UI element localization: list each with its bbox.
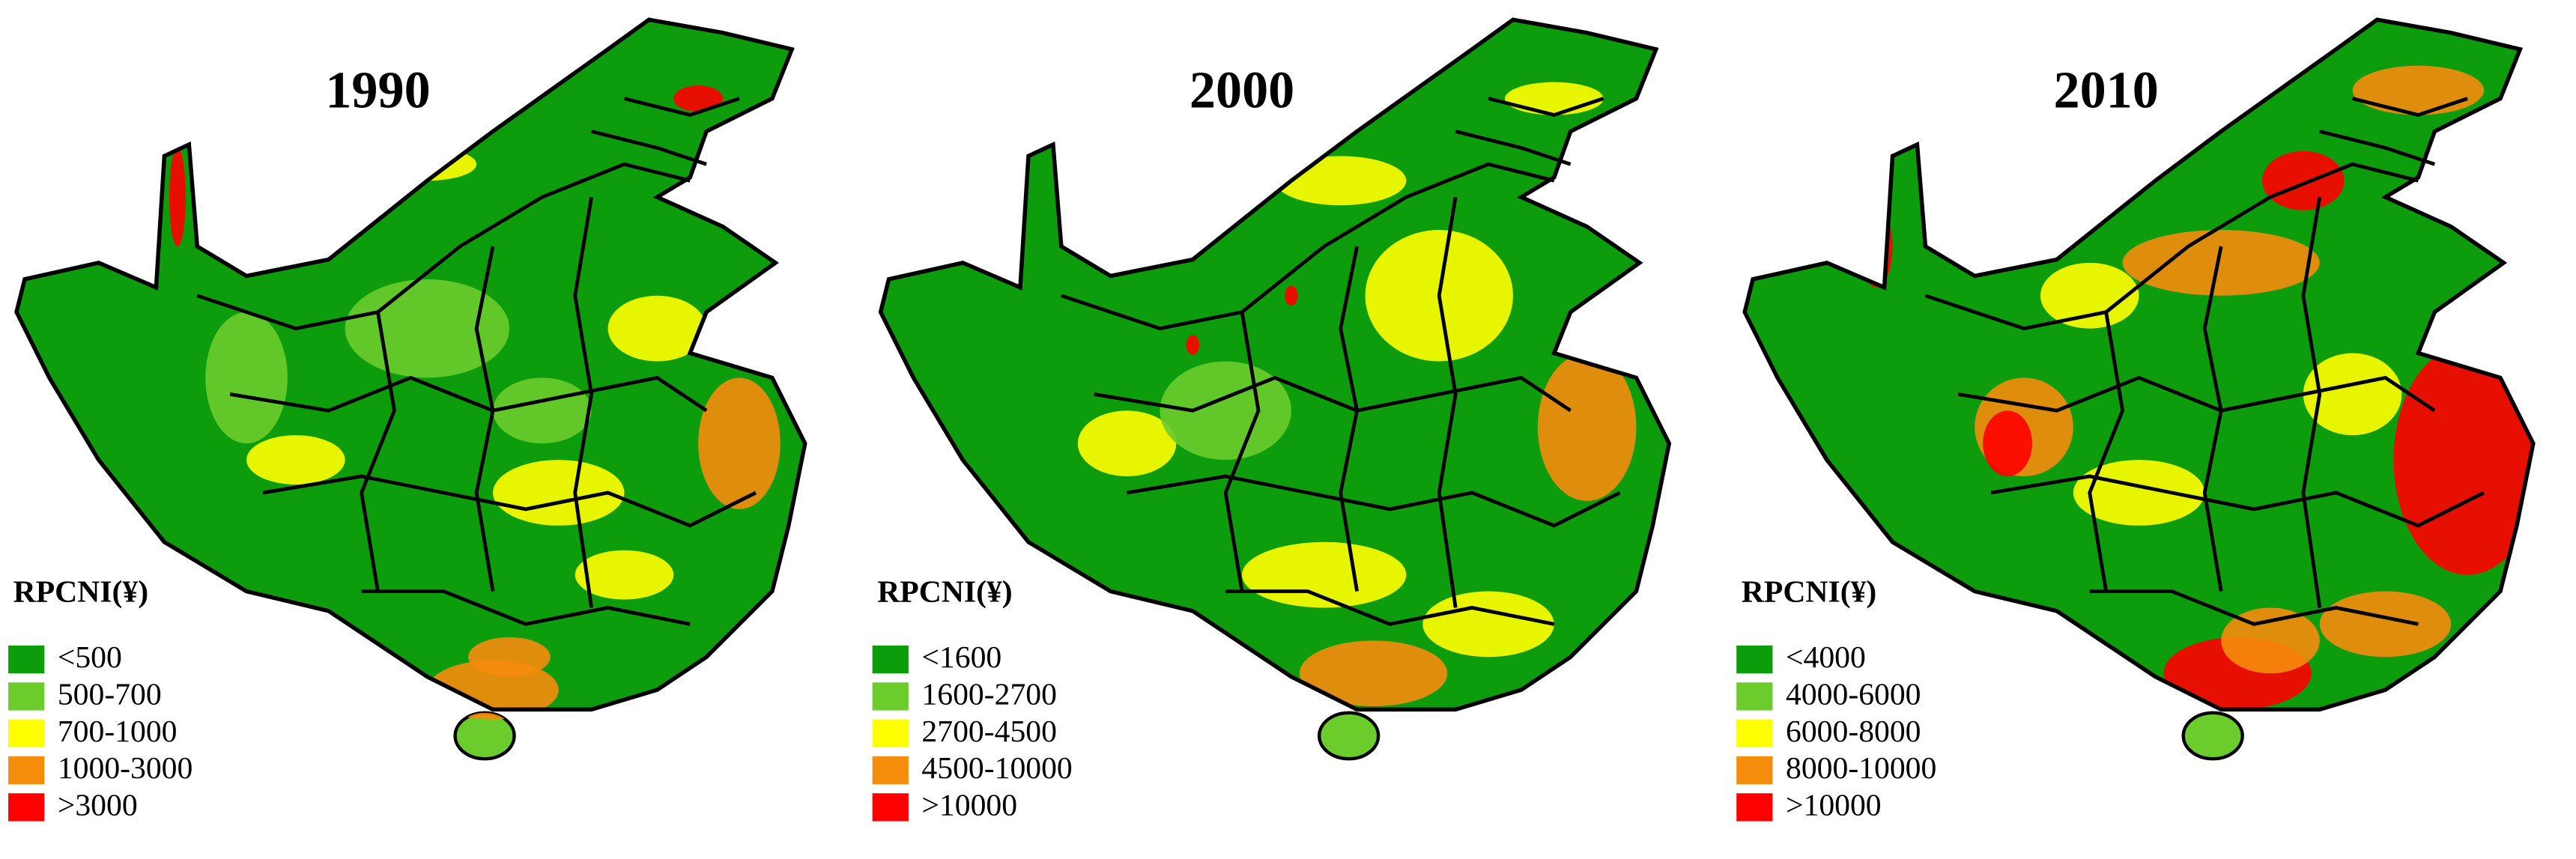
province-border (361, 589, 691, 626)
legend-swatch (872, 719, 909, 747)
legend-label: 700-1000 (58, 714, 178, 749)
legend-label: 500-700 (58, 678, 162, 712)
province-border (1990, 474, 2485, 528)
legend-swatch (8, 793, 45, 822)
color-patch (2122, 230, 2320, 296)
legend-swatch (872, 756, 909, 785)
legend-swatch (1736, 682, 1773, 711)
legend-swatch (1736, 756, 1773, 785)
color-patch (2352, 65, 2485, 115)
color-patch (2073, 460, 2205, 526)
color-patch (1285, 285, 1298, 306)
province-border (1437, 196, 1458, 608)
map-outline (878, 17, 1672, 712)
map-panel: 2000 RPCNI(¥) <16001600-27002700-45004500-… (872, 17, 1672, 823)
color-patch (1422, 591, 1554, 658)
map-outline (1742, 17, 2536, 712)
legend-label: 6000-8000 (1786, 714, 1921, 749)
legend-label: <1600 (921, 640, 1001, 675)
color-patch (1299, 640, 1448, 707)
province-border (2352, 97, 2468, 118)
legend-label: >10000 (1786, 789, 1882, 823)
province-border (2202, 246, 2223, 592)
legend-label: 2700-4500 (921, 714, 1057, 749)
province-border (2319, 130, 2436, 166)
province-border (262, 474, 757, 528)
color-patch (2040, 262, 2139, 329)
color-patch (1537, 353, 1637, 501)
legend-swatch (872, 645, 909, 674)
legend-label: 1600-2700 (921, 678, 1057, 712)
province-border (1339, 246, 1360, 592)
legend-swatch (8, 756, 45, 785)
province-border (360, 312, 396, 592)
province-border (1061, 162, 1555, 331)
color-patch (607, 295, 707, 362)
color-patch (2221, 607, 2320, 674)
year-title: 2010 (2054, 61, 2159, 119)
color-patch (698, 377, 781, 509)
legend-label: >10000 (921, 789, 1017, 823)
color-patch (205, 312, 288, 444)
map-panel: 1990 RPCNI(¥) <500500-700700-10001000-3000… (8, 17, 807, 823)
year-title: 1990 (325, 61, 430, 119)
color-patch (1077, 410, 1177, 477)
color-patch (493, 377, 592, 444)
legend-label: 4500-10000 (921, 751, 1072, 786)
legend-label: 8000-10000 (1786, 751, 1936, 786)
legend-title: RPCNI(¥) (1742, 574, 1876, 609)
legend-label: >3000 (58, 789, 138, 823)
province-border (2301, 196, 2322, 608)
legend-swatch (1736, 793, 1773, 822)
legend-swatch (8, 682, 45, 711)
province-border (2089, 589, 2419, 626)
color-patch (246, 435, 345, 485)
legend-swatch (1736, 645, 1773, 674)
color-patch (575, 550, 674, 600)
legend-swatch (872, 682, 909, 711)
legend-label: <500 (58, 640, 122, 675)
legend-swatch (8, 645, 45, 674)
legend-swatch (1736, 719, 1773, 747)
province-border (1127, 474, 1621, 528)
island (1317, 711, 1381, 761)
legend-label: 4000-6000 (1786, 678, 1921, 712)
province-border (573, 196, 594, 608)
province-border (591, 130, 707, 166)
province-border (1223, 312, 1261, 592)
province-border (1488, 97, 1604, 118)
color-patch (468, 637, 551, 677)
legend-title: RPCNI(¥) (13, 574, 148, 609)
color-patch (2303, 353, 2402, 436)
province-border (1924, 162, 2419, 331)
year-title: 2000 (1189, 61, 1294, 119)
color-patch (673, 85, 724, 112)
color-patch (1186, 335, 1200, 355)
color-patch (169, 148, 186, 246)
province-border (196, 162, 691, 331)
legend-title: RPCNI(¥) (877, 574, 1012, 609)
province-border (1455, 130, 1572, 166)
color-patch (2262, 151, 2345, 210)
color-patch (1160, 361, 1291, 461)
island (453, 711, 516, 761)
province-border (474, 246, 495, 592)
color-patch (1504, 82, 1604, 115)
legend-swatch (872, 793, 909, 822)
legend-label: <4000 (1786, 640, 1866, 675)
map-outline (14, 17, 807, 712)
province-border (2088, 312, 2125, 592)
province-border (1225, 589, 1555, 626)
legend-label: 1000-3000 (58, 751, 193, 786)
province-border (623, 97, 740, 118)
island (2181, 711, 2244, 761)
map-panel: 2010 RPCNI(¥) <40004000-60006000-80008000-… (1736, 17, 2536, 823)
color-patch (1983, 410, 2032, 477)
color-patch (2319, 591, 2452, 658)
legend-swatch (8, 719, 45, 747)
color-patch (2393, 344, 2533, 575)
